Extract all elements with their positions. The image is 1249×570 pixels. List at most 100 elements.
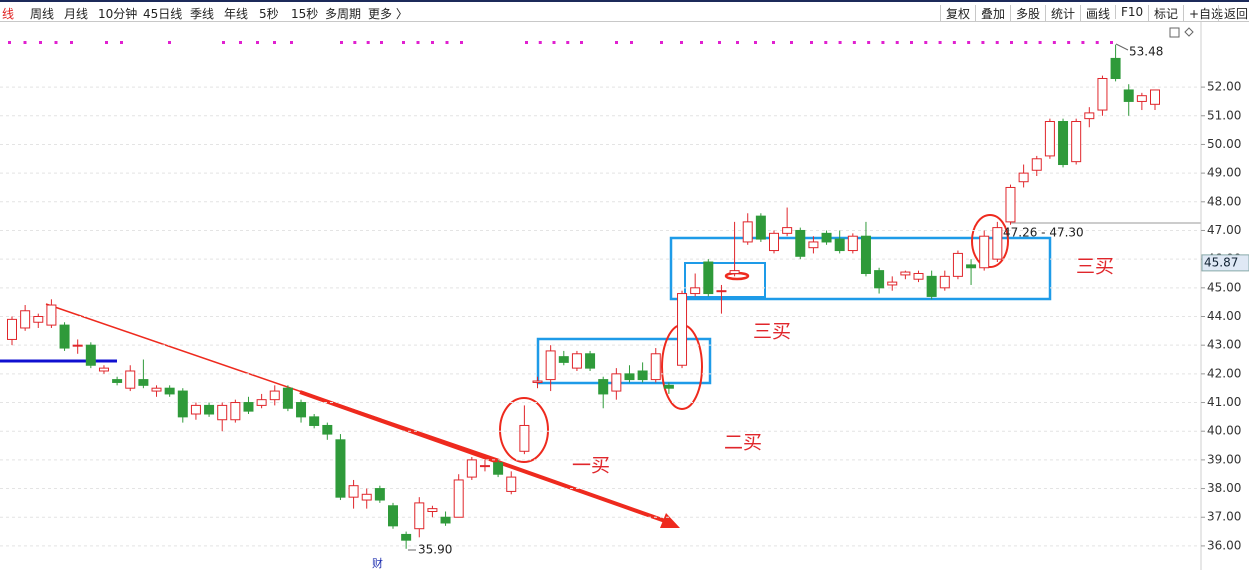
toolbar-button[interactable]: F10	[1115, 5, 1143, 19]
candle-body	[1136, 95, 1147, 102]
y-tick-label: 37.00	[1207, 510, 1241, 524]
signal-dot	[660, 41, 663, 44]
candle-body	[72, 344, 83, 347]
y-tick-label: 44.00	[1207, 309, 1241, 323]
candle-body	[177, 390, 188, 418]
candle-body	[913, 272, 924, 280]
candle-body	[1044, 121, 1055, 157]
leader-line	[1115, 43, 1129, 51]
candle-body	[348, 485, 359, 498]
candle-body	[335, 439, 346, 498]
signal-dot	[736, 41, 739, 44]
signal-dot	[718, 41, 721, 44]
candle-body	[256, 399, 267, 406]
y-tick-label: 51.00	[1207, 108, 1241, 122]
toolbar-button[interactable]: 10分钟	[98, 7, 138, 21]
y-tick-label: 40.00	[1207, 424, 1241, 438]
signal-dot	[580, 41, 583, 44]
toolbar-button[interactable]: 月线	[64, 7, 89, 21]
y-tick-label: 41.00	[1207, 395, 1241, 409]
signal-dot	[700, 41, 703, 44]
signal-dot	[838, 41, 842, 44]
toolbar-button[interactable]: 标记	[1148, 5, 1178, 22]
candle-body	[401, 533, 412, 541]
signal-dot	[1081, 41, 1085, 44]
toolbar-button[interactable]: 多周期	[325, 7, 362, 21]
signal-dot	[168, 41, 171, 44]
pivot-box	[536, 337, 712, 385]
toolbar-button[interactable]: 周线	[30, 7, 55, 21]
toolbar-button[interactable]: 日线	[0, 7, 15, 21]
chart: 36.00 37.00 38.00 39.00 40.00 41.00 42.00 43.00…	[0, 22, 1249, 570]
candle-body	[151, 387, 162, 392]
candle-body	[453, 479, 464, 518]
signal-dot	[981, 41, 985, 44]
candle-body	[729, 270, 740, 274]
signal-dot	[431, 41, 434, 44]
signal-dot	[1067, 41, 1071, 44]
signal-dot	[552, 41, 556, 44]
toolbar-button[interactable]: +自选	[1183, 5, 1223, 22]
candle-body	[571, 353, 582, 369]
signal-dot	[402, 41, 405, 44]
signal-dot	[824, 41, 828, 44]
signal-dot	[222, 41, 225, 44]
candle-body	[545, 350, 556, 381]
toolbar-button[interactable]: 更多 〉	[368, 7, 408, 21]
toolbar-button[interactable]: 15秒	[291, 7, 319, 21]
candle-body	[887, 281, 898, 286]
candle-body	[1071, 121, 1082, 163]
candle-body	[900, 271, 911, 276]
signal-dot	[460, 41, 463, 44]
candle-body	[414, 502, 425, 530]
y-tick-label: 45.00	[1207, 280, 1241, 294]
candle-body	[598, 379, 609, 395]
candle-body	[519, 424, 530, 452]
signal-dot	[1095, 41, 1099, 44]
toolbar-button[interactable]: 统计	[1045, 5, 1075, 22]
expand-icon	[1169, 27, 1180, 38]
signal-dot	[54, 41, 58, 44]
toolbar-button[interactable]: 多股	[1010, 5, 1040, 22]
annotation: 47.26 - 47.30	[1003, 226, 1084, 240]
candle-body	[1084, 112, 1095, 120]
signal-dot	[353, 41, 357, 44]
toolbar-button[interactable]: 年线	[224, 7, 249, 21]
signal-dot	[39, 41, 42, 44]
signal-dot	[525, 41, 528, 44]
candle-body	[427, 508, 438, 513]
annotation: 二买	[724, 432, 762, 454]
candle-body	[1058, 121, 1069, 166]
candle-body	[677, 293, 688, 366]
signal-dots	[8, 41, 1113, 44]
signal-dot	[256, 41, 259, 44]
signal-dot	[538, 41, 542, 44]
current-price-label: 45.87	[1204, 255, 1238, 269]
candle-body	[164, 387, 175, 395]
signal-dot	[867, 41, 871, 44]
candle-body	[1031, 158, 1042, 171]
toolbar-button[interactable]: 返回	[1218, 5, 1248, 22]
candle-body	[217, 404, 228, 421]
candle-body	[690, 287, 701, 295]
toolbar-button[interactable]: 45日线	[143, 7, 183, 21]
candle-body	[532, 380, 543, 383]
candle-body	[966, 264, 977, 269]
toolbar-button[interactable]: 复权	[940, 5, 970, 22]
signal-dot	[366, 41, 370, 44]
signal-dot	[566, 41, 570, 44]
candle-body	[585, 353, 596, 369]
toolbar-button[interactable]: 画线	[1080, 5, 1110, 22]
toolbar-button[interactable]: 5秒	[259, 7, 279, 21]
candle-body	[296, 402, 307, 418]
signal-dot	[910, 41, 913, 44]
signal-dot	[952, 41, 956, 44]
candle-body	[795, 229, 806, 257]
signal-dot	[895, 41, 899, 44]
y-tick-label: 49.00	[1207, 166, 1241, 180]
toolbar-button[interactable]: 季线	[190, 7, 215, 21]
drawings	[0, 22, 1202, 570]
toolbar-button[interactable]: 叠加	[975, 5, 1005, 22]
candle-body	[1150, 89, 1160, 105]
